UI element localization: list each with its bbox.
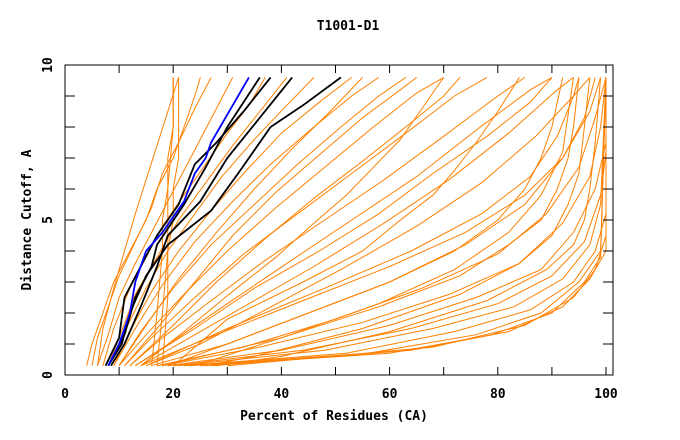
model-line — [151, 77, 602, 367]
model-line — [97, 77, 234, 366]
model-line — [156, 77, 180, 366]
model-line — [140, 77, 596, 367]
model-line — [91, 77, 212, 366]
highlight-line-black — [110, 76, 293, 367]
model-line — [178, 77, 607, 367]
x-tick-label: 80 — [490, 387, 506, 402]
highlight-line-blue — [107, 76, 250, 367]
x-tick-label: 60 — [382, 387, 398, 402]
model-line — [140, 77, 574, 367]
model-line — [129, 77, 461, 367]
model-line — [227, 77, 607, 367]
chart-title: T1001-D1 — [317, 19, 380, 34]
series-lines — [86, 76, 607, 367]
model-line — [107, 77, 288, 366]
model-line — [216, 77, 602, 367]
x-tick-label: 100 — [594, 387, 618, 402]
model-line — [211, 77, 607, 367]
y-tick-label: 0 — [41, 371, 56, 379]
model-line — [97, 77, 180, 366]
model-line — [135, 77, 553, 367]
model-line — [129, 76, 526, 367]
model-line — [161, 77, 174, 366]
x-tick-label: 0 — [61, 387, 69, 402]
model-line — [124, 77, 418, 367]
x-tick-label: 40 — [274, 387, 290, 402]
model-line — [200, 77, 607, 367]
model-line — [118, 76, 444, 367]
highlight-line-black — [107, 76, 261, 367]
x-tick-label: 20 — [165, 387, 181, 402]
y-tick-label: 5 — [41, 216, 56, 224]
model-line — [145, 77, 580, 367]
model-line — [167, 77, 564, 367]
model-line — [113, 76, 380, 366]
model-line — [140, 77, 445, 367]
y-tick-label: 10 — [41, 57, 56, 73]
model-line — [135, 76, 553, 367]
model-line — [173, 77, 607, 367]
x-axis-label: Percent of Residues (CA) — [240, 409, 428, 424]
axis-ticks: 0 20 40 60 80 100 0 5 10 — [41, 57, 618, 402]
model-line — [205, 77, 591, 367]
model-line — [194, 77, 580, 367]
highlight-line-black — [104, 76, 272, 367]
model-line — [118, 77, 363, 366]
model-line — [156, 77, 607, 367]
y-axis-label: Distance Cutoff, A — [20, 149, 35, 290]
model-line — [107, 77, 315, 366]
model-line — [172, 77, 520, 367]
